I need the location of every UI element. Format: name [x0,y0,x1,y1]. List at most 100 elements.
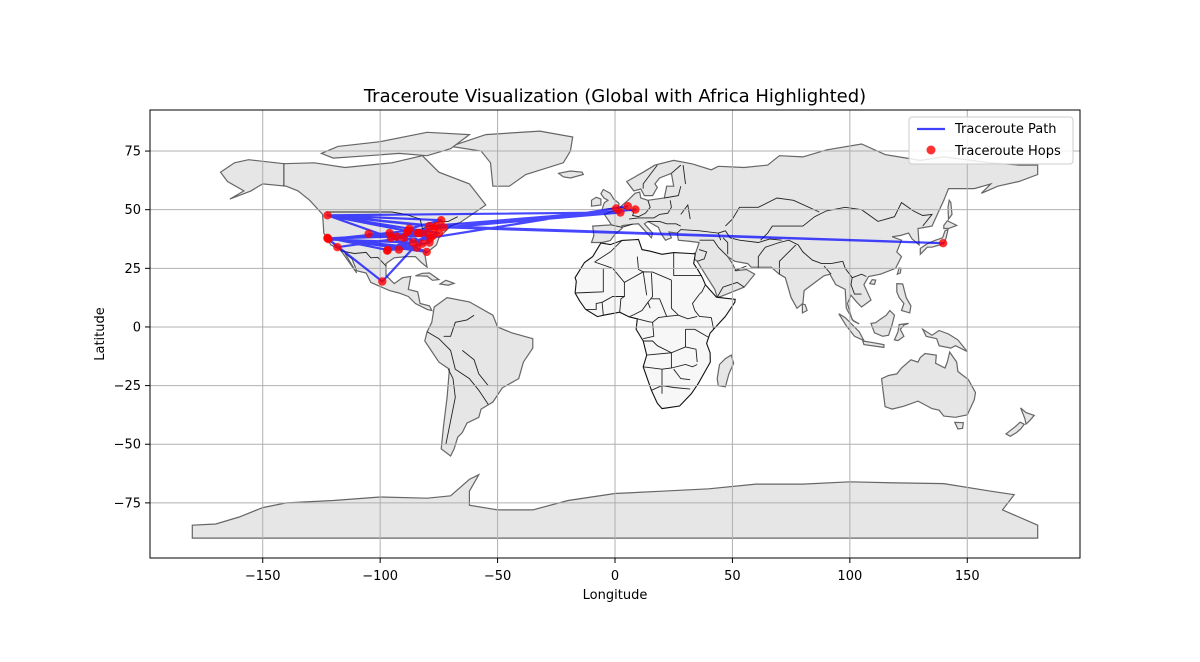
africa-border [637,314,679,323]
country-border [682,165,686,184]
land-new-zealand-south [1004,421,1026,437]
land-tasmania [953,421,964,430]
country-border [718,230,782,243]
x-tick-label: 100 [837,569,862,584]
y-tick-label: −50 [114,438,141,453]
africa-border [673,252,702,276]
traceroute-hop-point [434,228,444,238]
traceroute-hop-point [413,228,422,238]
country-border [426,331,489,405]
africa-border [685,346,698,363]
land-philippines [896,282,912,314]
country-border [462,350,489,386]
land-cuba [415,272,441,281]
x-tick-label: 150 [955,569,980,584]
country-border [445,368,456,445]
x-tick-label: −100 [362,569,398,584]
x-tick-label: 0 [611,569,619,584]
africa-border [594,261,672,283]
country-border [443,314,475,337]
traceroute-hop-point [385,228,394,238]
x-tick-label: −50 [484,569,511,584]
country-border [760,201,934,241]
land-madagascar [716,354,735,388]
land-australia [880,350,977,418]
traceroute-hop-point [403,227,412,237]
africa-border [670,280,679,316]
land-eurasia [590,143,1039,325]
world-map [191,130,1039,539]
y-tick-label: 25 [124,262,141,277]
traceroute-hop-point [938,239,948,248]
africa-border [699,284,706,295]
traceroute-hop-point [426,233,435,242]
country-border [722,237,729,255]
series-layer [323,202,948,286]
traceroute-hop-point [432,221,441,231]
africa-border [678,314,698,320]
traceroute-hop-point [364,229,373,238]
traceroute-hop-point [631,205,640,214]
country-border [850,277,862,295]
x-tick-label: 50 [724,569,741,584]
x-axis-label: Longitude [583,588,648,603]
africa-border [594,240,623,263]
country-border [664,186,682,199]
africa-border [691,293,712,319]
land-sri-lanka [801,303,808,314]
country-border [823,265,832,275]
country-border [716,281,745,298]
land-greenland [450,130,574,187]
traceroute-hop-point [394,245,404,254]
africa-border [685,328,710,338]
country-border [647,220,681,227]
land-hispaniola [438,279,456,286]
traceroute-hop-point [439,223,448,232]
y-tick-label: −75 [114,496,141,511]
land-new-guinea [921,327,968,353]
africa-border [636,256,644,273]
country-border [680,203,691,220]
legend-hops-label: Traceroute Hops [954,144,1061,159]
traceroute-hop-point [425,221,434,231]
land-hainan [868,278,877,285]
country-border [671,164,682,174]
land-iceland [557,170,585,179]
africa-border [642,271,648,296]
traceroute-hop-point [383,246,392,255]
country-border [697,249,708,262]
africa-border [671,364,698,369]
traceroute-hop-point [333,243,342,252]
legend-path-label: Traceroute Path [954,122,1057,137]
country-border [757,239,843,269]
land-borneo [870,309,896,337]
land-hokkaido [943,219,959,230]
legend: Traceroute Path Traceroute Hops [908,116,1074,165]
africa-border [661,369,691,390]
land-north-america [219,155,487,312]
y-axis: −75 −50 −25 0 25 50 75 [114,145,150,511]
africa-border [575,268,604,294]
country-border [340,250,387,267]
africa-border [628,302,649,318]
y-axis-label: Latitude [93,307,108,361]
traceroute-hop-point [418,239,427,248]
legend-box [908,116,1074,165]
africa-border [619,296,625,313]
traceroute-hop-point [408,238,418,247]
traceroute-hop-point [392,232,401,241]
africa-border [647,272,654,309]
country-border [642,164,658,189]
land-arctic-islands [319,131,472,159]
legend-hops-swatch [926,145,936,155]
grid [150,110,1080,558]
chart-title: Traceroute Visualization (Global with Af… [363,86,866,107]
country-border [778,244,797,275]
traceroute-hop-point [612,204,621,213]
africa-border [651,298,668,317]
y-tick-label: 75 [124,145,141,160]
country-border [629,200,672,220]
africa-border [585,301,603,310]
traceroute-hop-point [422,247,431,257]
land-new-zealand-north [1020,407,1036,426]
